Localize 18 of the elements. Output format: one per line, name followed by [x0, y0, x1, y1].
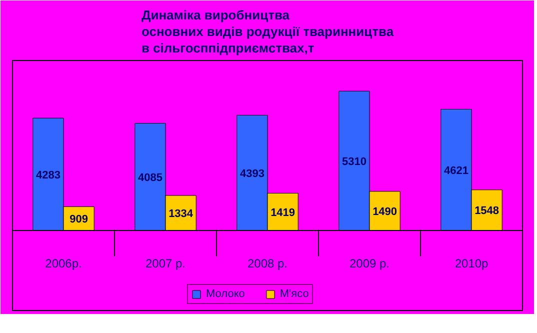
data-label: 1490 [372, 206, 398, 218]
data-label: 5310 [342, 156, 366, 168]
data-label: 1548 [474, 205, 500, 218]
x-tick-label: 2009 р. [349, 256, 390, 270]
data-label: 4085 [138, 172, 162, 184]
x-tick-label: 2007 р. [145, 256, 186, 270]
data-label: 4621 [444, 164, 468, 177]
legend-label: М'ясо [280, 288, 309, 300]
data-label: 1334 [168, 208, 194, 220]
x-tick-label: 2010р [454, 256, 489, 270]
x-tick-label: 2008 р. [247, 256, 288, 270]
legend-label: Молоко [206, 288, 245, 300]
data-label: 4393 [240, 168, 264, 180]
data-label: 4283 [36, 169, 60, 182]
x-tick-label: 2006р. [45, 256, 82, 270]
chart-title: Динаміка виробництва основних видів родукції тваринництва в сільгосппідприємствах,т [141, 8, 394, 56]
data-label: 909 [70, 214, 88, 226]
data-label: 1419 [270, 206, 296, 219]
